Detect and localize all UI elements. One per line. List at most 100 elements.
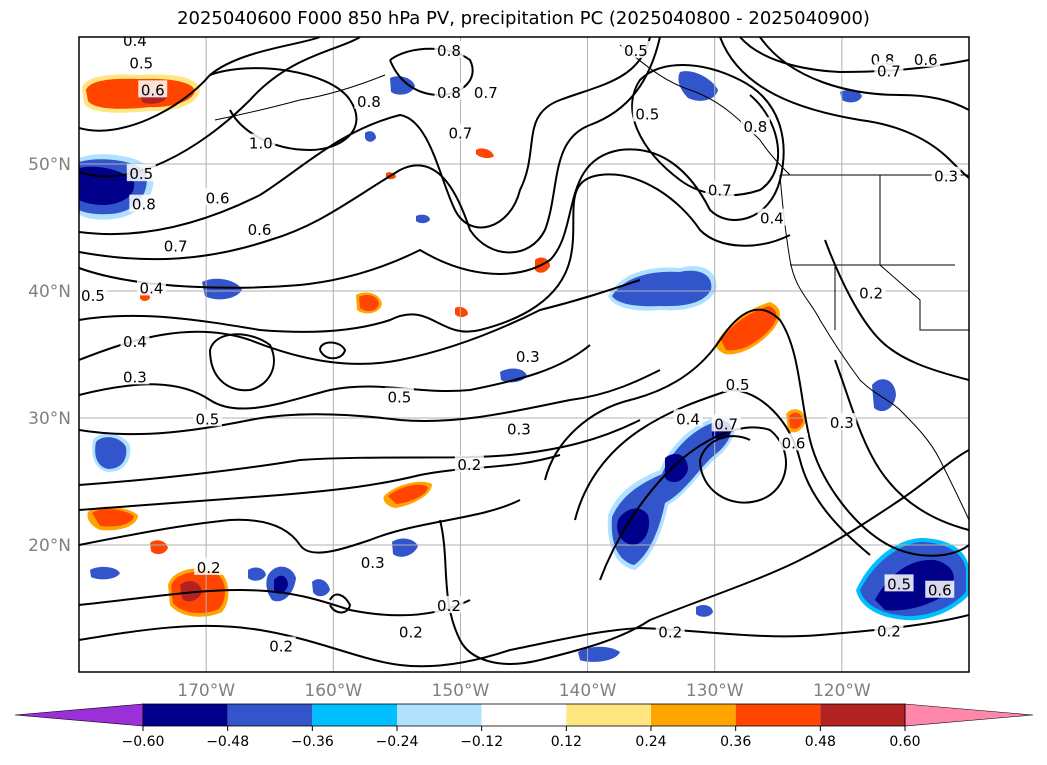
contour-label-bg: [384, 387, 414, 405]
contour-label: 0.3: [507, 420, 531, 438]
chart-title: 2025040600 F000 850 hPa PV, precipitatio…: [177, 8, 870, 29]
colorbar-segment: [566, 704, 651, 726]
contour-label-bg: [655, 622, 685, 640]
colorbar-tick-label: 0.48: [805, 734, 836, 750]
colorbar-extend-min: [14, 703, 144, 727]
contour-label: 0.6: [914, 51, 938, 69]
precip-anomaly-negative: [365, 131, 376, 142]
state-border: [790, 175, 969, 331]
contour-label-bg: [358, 552, 388, 570]
contour-label: 1.0: [249, 135, 273, 153]
contour-label: 0.4: [140, 279, 164, 297]
contour-label-bg: [723, 374, 753, 392]
contour-label-bg: [884, 574, 914, 592]
pv-contour: [79, 37, 321, 132]
colorbar-tick-label: −0.12: [460, 734, 503, 750]
contour-label-bg: [203, 188, 233, 206]
contour-label: 0.2: [457, 456, 481, 474]
pv-contour: [439, 449, 969, 665]
precip-anomaly-negative: [617, 508, 650, 545]
contour-label-bg: [705, 180, 735, 198]
contour-label-bg: [396, 622, 426, 640]
contour-label: 0.5: [129, 55, 153, 73]
contour-label: 0.6: [782, 434, 806, 452]
contour-label: 0.3: [361, 554, 385, 572]
contour-label: 0.7: [708, 182, 732, 200]
precip-anomaly-negative: [665, 454, 688, 483]
precip-anomaly-negative: [416, 214, 430, 224]
contour-label: 0.3: [830, 414, 854, 432]
contour-label-bg: [79, 286, 108, 304]
colorbar-segment: [481, 704, 567, 726]
precip-anomaly-negative: [274, 575, 288, 594]
contour-label-bg: [711, 414, 741, 432]
contour-label: 0.8: [132, 196, 156, 214]
contour-label-bg: [445, 123, 475, 141]
pv-contour: [824, 239, 969, 381]
contour-label-bg: [827, 413, 857, 431]
pv-contour: [209, 67, 358, 152]
contour-label: 0.3: [516, 348, 540, 366]
contour-label-bg: [136, 278, 166, 296]
coastline-north-america: [779, 174, 969, 521]
colorbar-segment: [397, 704, 482, 726]
x-tick-label: 140°W: [559, 681, 617, 701]
precip-anomaly-negative: [696, 604, 713, 617]
contour-label: 0.7: [714, 415, 738, 433]
contour-label: 0.2: [877, 622, 901, 640]
contour-label-bg: [138, 80, 168, 98]
pv-contour: [329, 593, 352, 614]
colorbar-tick-label: −0.24: [376, 734, 419, 750]
axis-tick-labels: 170°W 160°W 150°W 140°W 130°W 120°W 50°N 40°N 30…: [28, 155, 871, 701]
y-tick-label: 30°N: [28, 409, 71, 429]
contour-label: 0.7: [448, 125, 472, 143]
pv-contour: [79, 173, 791, 333]
contour-label-bg: [925, 580, 955, 598]
colorbar-segment: [227, 704, 313, 726]
contour-label: 0.5: [81, 287, 105, 305]
contour-label: 0.2: [658, 624, 682, 642]
y-tick-label: 40°N: [28, 282, 71, 302]
pv-contour: [79, 279, 641, 365]
precip-anomaly-negative: [875, 559, 954, 611]
contour-label-bg: [120, 331, 150, 349]
x-tick-label: 130°W: [686, 681, 744, 701]
pv-contour: [834, 359, 969, 531]
contour-label-bg: [911, 49, 941, 67]
colorbar-tick-label: 0.24: [635, 734, 666, 750]
precip-anomaly-positive: [476, 148, 494, 159]
coastlines: [214, 44, 969, 521]
precip-anomaly-positive: [388, 484, 428, 504]
contour-label-bg: [621, 40, 651, 58]
colorbar: −0.60 −0.48 −0.36 −0.24 −0.12 0.12 0.24 0.36 0.4…: [14, 703, 1034, 750]
contour-label: 0.7: [474, 84, 498, 102]
contour-label-bg: [673, 409, 703, 427]
contour-label-bg: [434, 595, 464, 613]
contour-label-bg: [434, 40, 464, 58]
precip-anomaly-negative: [612, 270, 712, 307]
pv-contour: [79, 37, 361, 178]
contour-label-bg: [434, 82, 464, 100]
contour-label-bg: [632, 104, 662, 122]
contour-label: 0.8: [437, 42, 461, 60]
contour-label-bg: [354, 91, 384, 109]
colorbar-segment: [143, 704, 228, 726]
pv-contour: [79, 499, 521, 554]
colorbar-segment: [820, 704, 905, 726]
contour-label: 0.6: [248, 221, 272, 239]
contour-label-bg: [874, 621, 904, 639]
contour-label: 0.5: [129, 165, 153, 183]
pv-contour: [599, 426, 787, 581]
x-tick-label: 150°W: [432, 681, 490, 701]
contour-label-bg: [454, 454, 484, 472]
contour-label: 0.2: [437, 597, 461, 615]
colorbar-segment: [735, 704, 821, 726]
colorbar-tick-label: 0.36: [720, 734, 751, 750]
precip-anomaly-negative: [678, 71, 718, 101]
pv-contour: [319, 341, 347, 360]
precip-anomaly-negative: [392, 538, 418, 557]
contour-label: 0.2: [197, 559, 221, 577]
colorbar-tick-label: 0.60: [889, 734, 920, 750]
pv-contour: [79, 344, 591, 410]
